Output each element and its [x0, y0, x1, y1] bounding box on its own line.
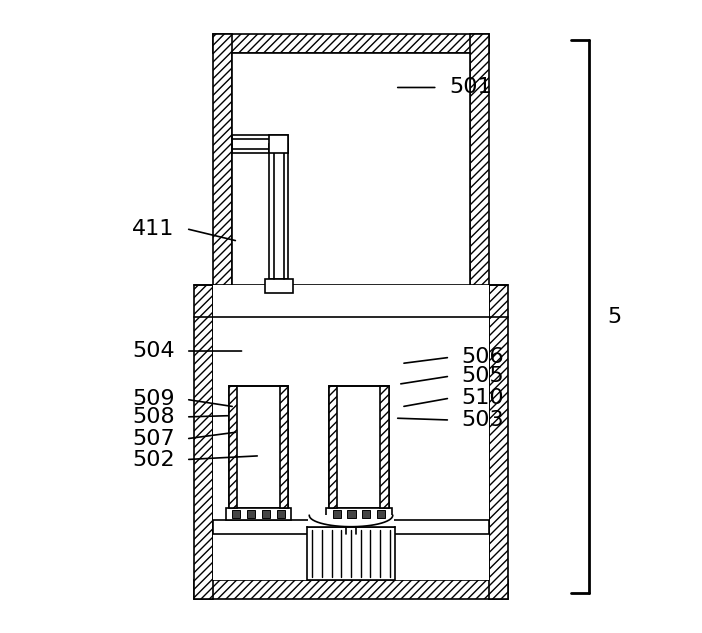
Bar	[213, 285, 489, 580]
Bar	[194, 580, 508, 599]
Bar	[470, 34, 489, 316]
Bar	[377, 510, 385, 518]
Bar	[213, 34, 232, 316]
Text: 501: 501	[449, 77, 491, 97]
Bar	[380, 385, 389, 508]
Bar	[229, 385, 289, 508]
Text: 503: 503	[461, 410, 504, 430]
Bar	[270, 144, 289, 279]
Text: 508: 508	[132, 407, 175, 427]
Bar	[232, 53, 470, 316]
Text: 504: 504	[132, 341, 175, 361]
Bar	[308, 515, 394, 527]
Bar	[262, 510, 270, 518]
Bar	[194, 285, 213, 599]
Bar	[232, 135, 289, 153]
Bar	[362, 510, 371, 518]
Text: 506: 506	[461, 348, 504, 367]
Text: 509: 509	[132, 389, 175, 410]
Bar	[225, 508, 291, 520]
Bar	[277, 510, 285, 518]
Bar	[326, 508, 392, 520]
Bar	[347, 510, 355, 518]
Bar	[213, 34, 489, 53]
Bar	[270, 135, 289, 153]
Bar	[232, 510, 240, 518]
Bar	[280, 385, 289, 508]
Bar	[265, 279, 293, 292]
Bar	[307, 527, 395, 580]
Text: 510: 510	[461, 388, 504, 408]
Text: 5: 5	[607, 306, 622, 327]
Bar	[489, 285, 508, 599]
Text: 411: 411	[132, 218, 175, 239]
Text: 507: 507	[132, 429, 175, 449]
Bar	[247, 510, 255, 518]
Text: 505: 505	[461, 366, 504, 386]
Bar	[329, 385, 389, 508]
Bar	[333, 510, 340, 518]
Text: 502: 502	[132, 449, 175, 470]
Bar	[329, 385, 337, 508]
Bar	[229, 385, 237, 508]
Bar	[213, 520, 489, 534]
